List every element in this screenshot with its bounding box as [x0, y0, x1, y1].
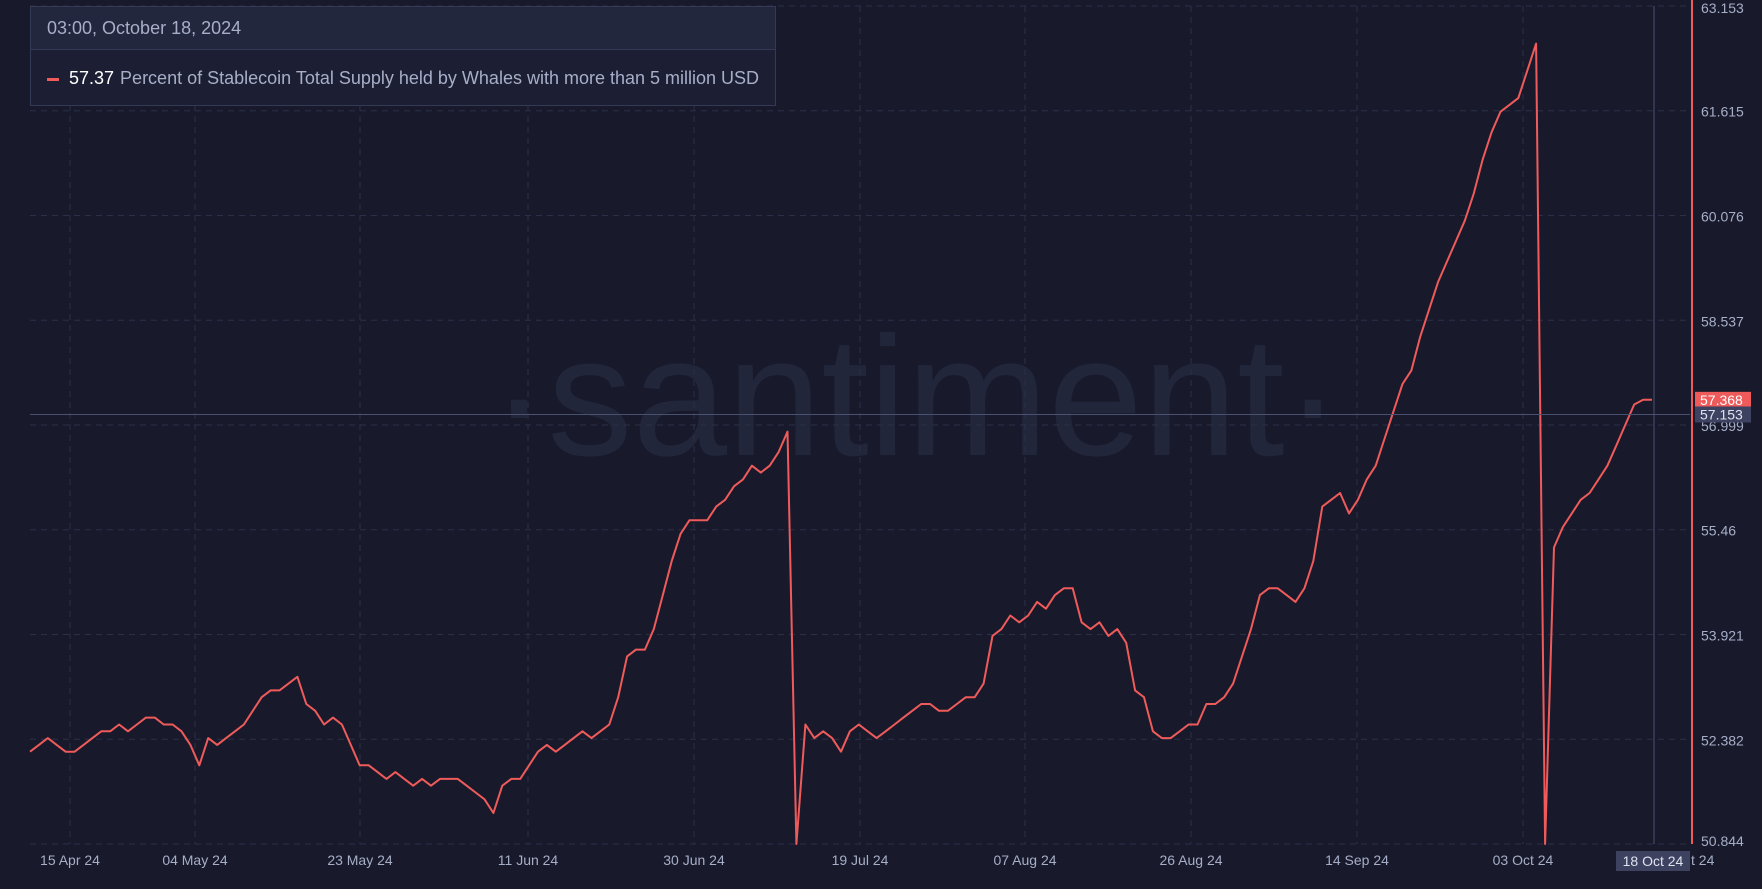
crosshair-date-badge — [1616, 851, 1690, 871]
crosshair-value-badge — [1695, 406, 1751, 423]
x-tick-label: 04 May 24 — [162, 852, 228, 868]
y-tick-label: 60.076 — [1701, 208, 1744, 224]
x-tick-label: 26 Aug 24 — [1159, 852, 1222, 868]
x-tick-label: 23 May 24 — [327, 852, 393, 868]
x-tick-label: 14 Sep 24 — [1325, 852, 1389, 868]
x-tick-label: 03 Oct 24 — [1493, 852, 1554, 868]
x-tick-label: 15 Apr 24 — [40, 852, 100, 868]
tooltip-metric-row: 57.37 Percent of Stablecoin Total Supply … — [31, 50, 775, 106]
x-tick-label: 07 Aug 24 — [993, 852, 1056, 868]
x-tick-label: 11 Jun 24 — [498, 852, 559, 868]
x-tick-label: 30 Jun 24 — [663, 852, 725, 868]
x-tick-label: 19 Jul 24 — [832, 852, 889, 868]
series-line — [29, 42, 1652, 845]
tooltip-date: 03:00, October 18, 2024 — [31, 7, 775, 50]
y-tick-label: 52.382 — [1701, 732, 1744, 748]
current-value-badge — [1695, 391, 1751, 408]
x-tick-label-trailing: t 24 — [1691, 852, 1715, 868]
tooltip-value: 57.37 — [69, 68, 115, 88]
current-value-label: 57.368 — [1700, 392, 1743, 408]
crosshair-value-label: 57.153 — [1700, 406, 1743, 422]
chart-tooltip: 03:00, October 18, 2024 57.37 Percent of … — [30, 6, 776, 106]
y-tick-label: 50.844 — [1701, 833, 1744, 849]
y-tick-label: 58.537 — [1701, 313, 1744, 329]
y-tick-label: 55.46 — [1701, 523, 1736, 539]
crosshair-date-label: 18 Oct 24 — [1623, 853, 1684, 869]
y-tick-label: 61.615 — [1701, 104, 1744, 120]
y-tick-label: 53.921 — [1701, 628, 1744, 644]
series-color-swatch — [47, 77, 59, 81]
y-tick-label: 63.153 — [1701, 0, 1744, 16]
tooltip-metric-label: Percent of Stablecoin Total Supply held … — [120, 68, 760, 88]
santiment-watermark: ·santiment· — [491, 302, 1341, 492]
